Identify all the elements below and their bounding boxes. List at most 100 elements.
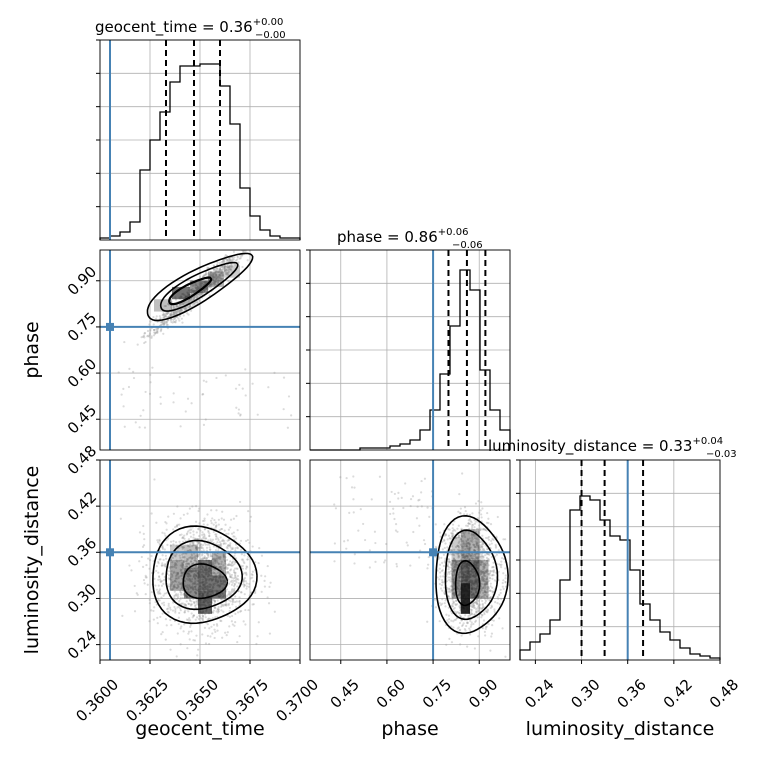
sample-point xyxy=(211,273,215,276)
sample-point xyxy=(168,570,171,573)
sample-point xyxy=(158,590,161,593)
sample-point xyxy=(162,594,165,597)
sample-point xyxy=(494,546,498,549)
sample-point xyxy=(261,237,263,239)
sample-point xyxy=(186,586,189,589)
sample-point xyxy=(227,570,230,574)
sample-point xyxy=(206,288,209,291)
sample-point xyxy=(230,589,234,592)
sample-point xyxy=(198,544,201,547)
sample-point xyxy=(489,582,492,585)
sample-point xyxy=(169,318,172,322)
sample-point xyxy=(452,557,456,560)
sample-point xyxy=(199,547,202,550)
sample-point xyxy=(236,258,239,261)
sample-point xyxy=(486,580,489,583)
sample-point xyxy=(481,571,484,575)
sample-point xyxy=(226,266,230,269)
sample-point xyxy=(199,543,202,547)
sample-point xyxy=(186,512,189,515)
sample-point xyxy=(458,575,461,578)
sample-point xyxy=(195,561,198,564)
sample-point xyxy=(486,609,490,612)
sample-point xyxy=(452,557,456,560)
sample-point xyxy=(185,557,189,561)
sample-point xyxy=(220,260,223,264)
sample-point xyxy=(210,271,213,274)
sample-point xyxy=(216,275,219,278)
sample-point xyxy=(161,554,164,557)
sample-point xyxy=(437,557,441,560)
sample-point xyxy=(230,583,234,587)
sample-point xyxy=(474,601,477,604)
sample-point xyxy=(448,558,451,561)
sample-point xyxy=(479,509,482,512)
sample-point xyxy=(254,244,256,246)
sample-point xyxy=(232,250,235,253)
sample-point xyxy=(463,556,466,559)
sample-point xyxy=(243,561,246,565)
ytick-label-luminosity-distance: 0.42 xyxy=(64,488,100,524)
sample-point xyxy=(212,611,215,614)
sample-point xyxy=(203,555,206,558)
sample-point xyxy=(167,602,170,605)
sample-point xyxy=(476,616,479,619)
sample-point xyxy=(268,632,272,635)
sample-point xyxy=(178,533,182,537)
sample-point xyxy=(162,582,165,585)
sample-point xyxy=(489,649,492,652)
sample-point xyxy=(173,564,177,567)
sample-point xyxy=(480,587,483,590)
sample-point xyxy=(481,578,484,581)
sample-point xyxy=(235,578,238,581)
sample-point xyxy=(478,549,481,552)
sample-point xyxy=(206,554,210,557)
sample-point xyxy=(180,533,183,536)
sample-point xyxy=(446,565,449,568)
sample-point xyxy=(200,545,203,548)
sample-point xyxy=(246,558,249,561)
sample-point xyxy=(240,553,243,556)
sample-point xyxy=(205,556,208,560)
sample-point xyxy=(498,617,501,620)
sample-point xyxy=(236,567,239,570)
sample-point xyxy=(162,579,165,582)
sample-point xyxy=(161,562,164,565)
sample-point xyxy=(480,513,483,516)
sample-point xyxy=(172,310,175,314)
sample-point xyxy=(487,557,490,561)
sample-point xyxy=(227,266,230,269)
sample-point xyxy=(496,602,499,605)
sample-point xyxy=(148,620,151,623)
sample-point xyxy=(456,611,459,614)
sample-point xyxy=(233,535,236,538)
sample-point xyxy=(460,634,463,637)
sample-point xyxy=(218,273,221,277)
sample-point xyxy=(149,373,152,377)
sample-point xyxy=(175,304,178,307)
sample-point xyxy=(462,553,465,556)
sample-point xyxy=(205,287,209,290)
sample-point xyxy=(490,635,493,638)
sample-point xyxy=(488,571,492,575)
sample-point xyxy=(216,275,220,278)
sample-point xyxy=(221,274,224,277)
sample-point xyxy=(184,301,188,304)
sample-point xyxy=(249,515,253,518)
sample-point xyxy=(243,584,246,587)
sample-point xyxy=(268,224,270,226)
sample-point xyxy=(475,602,479,605)
sample-point xyxy=(196,285,199,289)
sample-point xyxy=(443,592,446,595)
density-cell xyxy=(460,529,470,560)
sample-point xyxy=(438,620,441,623)
sample-point xyxy=(466,537,470,541)
sample-point xyxy=(242,580,245,583)
sample-point xyxy=(214,276,217,279)
sample-point xyxy=(122,387,125,390)
title-phase-sub: −0.06 xyxy=(452,240,483,251)
sample-point xyxy=(217,557,221,560)
sample-point xyxy=(171,565,174,568)
sample-point xyxy=(475,556,478,560)
sample-point xyxy=(454,603,457,606)
